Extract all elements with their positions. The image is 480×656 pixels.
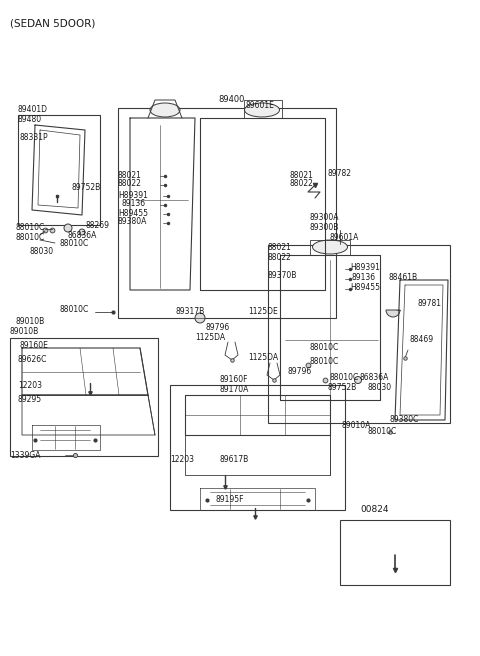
Text: 88269: 88269	[85, 220, 109, 230]
Text: 88021: 88021	[268, 243, 292, 253]
Text: 89752B: 89752B	[328, 384, 357, 392]
Wedge shape	[386, 310, 400, 317]
Text: 89317B: 89317B	[175, 308, 204, 316]
Bar	[10, 338, 158, 456]
Text: 89617B: 89617B	[220, 455, 249, 464]
Text: 86836A: 86836A	[360, 373, 389, 382]
Text: 89295: 89295	[18, 396, 42, 405]
Text: 88022: 88022	[268, 253, 292, 262]
Text: 89380C: 89380C	[390, 415, 420, 424]
Text: 89380A: 89380A	[118, 218, 147, 226]
Text: 86836A: 86836A	[68, 230, 97, 239]
Text: 89300B: 89300B	[310, 224, 339, 232]
Text: 89160E: 89160E	[20, 340, 49, 350]
Text: 88010C: 88010C	[310, 358, 339, 367]
Text: 89752B: 89752B	[72, 184, 101, 192]
Text: 12203: 12203	[18, 380, 42, 390]
Text: 89480: 89480	[18, 115, 42, 125]
Text: 89401D: 89401D	[18, 106, 48, 115]
Text: 89400: 89400	[218, 96, 244, 104]
Text: 89170A: 89170A	[220, 386, 250, 394]
Text: 89136: 89136	[121, 199, 145, 209]
Text: 88022: 88022	[290, 180, 314, 188]
Text: 88010C: 88010C	[368, 428, 397, 436]
Ellipse shape	[244, 103, 279, 117]
Text: 88030: 88030	[368, 382, 392, 392]
Circle shape	[79, 229, 85, 235]
Text: 89626C: 89626C	[18, 356, 48, 365]
Text: H89455: H89455	[350, 283, 380, 293]
Text: 89300A: 89300A	[310, 213, 339, 222]
Text: 88021: 88021	[118, 171, 142, 180]
Text: 89370B: 89370B	[268, 272, 298, 281]
Text: 89195F: 89195F	[215, 495, 243, 504]
Bar	[340, 520, 450, 585]
Text: H89391: H89391	[118, 190, 148, 199]
Bar	[118, 108, 336, 318]
Text: 1125DA: 1125DA	[195, 333, 225, 342]
Text: 1125DA: 1125DA	[248, 354, 278, 363]
Text: 88331P: 88331P	[20, 134, 48, 142]
Circle shape	[355, 377, 361, 384]
Text: 88461B: 88461B	[389, 274, 418, 283]
Text: 88010C: 88010C	[60, 306, 89, 314]
Text: 88010C: 88010C	[16, 232, 45, 241]
Bar	[268, 245, 450, 423]
Text: 88010C: 88010C	[310, 344, 339, 352]
Text: 89796: 89796	[205, 323, 229, 333]
Text: (SEDAN 5DOOR): (SEDAN 5DOOR)	[10, 18, 96, 28]
Text: 89601A: 89601A	[330, 234, 360, 243]
Bar	[170, 385, 345, 510]
Text: 89010A: 89010A	[342, 420, 372, 430]
Text: 89781: 89781	[418, 298, 442, 308]
Text: 12203: 12203	[170, 455, 194, 464]
Ellipse shape	[150, 103, 180, 117]
Text: 89010B: 89010B	[10, 327, 39, 337]
Text: 89601E: 89601E	[245, 100, 274, 110]
Text: 88010C: 88010C	[330, 373, 359, 382]
Text: 89796: 89796	[288, 367, 312, 377]
Text: 88010C: 88010C	[60, 239, 89, 247]
Bar	[18, 115, 100, 225]
Text: 88469: 88469	[410, 335, 434, 344]
Text: 89782: 89782	[328, 169, 352, 178]
Text: 88010C: 88010C	[16, 224, 45, 232]
Text: 00824: 00824	[360, 506, 388, 514]
Text: 88021: 88021	[290, 171, 314, 180]
Text: 1125DE: 1125DE	[248, 308, 278, 316]
Text: 89160F: 89160F	[220, 375, 249, 384]
Text: H89391: H89391	[350, 264, 380, 272]
Text: 88030: 88030	[30, 247, 54, 256]
Circle shape	[64, 224, 72, 232]
Text: H89455: H89455	[118, 209, 148, 218]
Text: 1339GA: 1339GA	[10, 451, 40, 459]
Circle shape	[195, 313, 205, 323]
Ellipse shape	[312, 240, 348, 254]
Text: 88022: 88022	[118, 180, 142, 188]
Text: 89136: 89136	[352, 274, 376, 283]
Text: 89010B: 89010B	[15, 318, 44, 327]
